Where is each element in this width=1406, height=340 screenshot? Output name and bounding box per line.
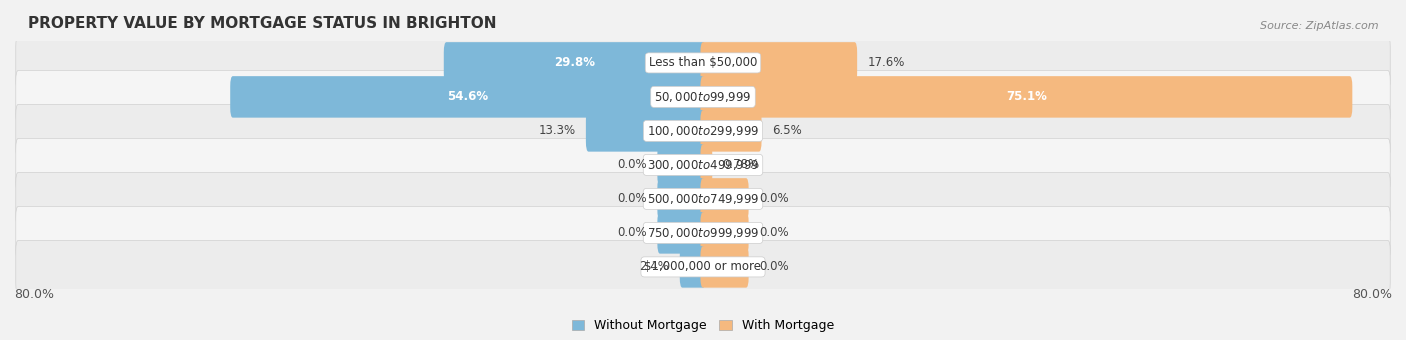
FancyBboxPatch shape	[658, 144, 706, 186]
Text: 2.4%: 2.4%	[640, 260, 669, 273]
Text: $1,000,000 or more: $1,000,000 or more	[644, 260, 762, 273]
Text: 75.1%: 75.1%	[1005, 90, 1047, 103]
FancyBboxPatch shape	[15, 172, 1391, 225]
FancyBboxPatch shape	[658, 178, 706, 220]
Text: 0.0%: 0.0%	[617, 192, 647, 205]
Text: 13.3%: 13.3%	[538, 124, 575, 137]
FancyBboxPatch shape	[15, 36, 1391, 89]
Text: 29.8%: 29.8%	[554, 56, 595, 69]
Text: $750,000 to $999,999: $750,000 to $999,999	[647, 226, 759, 240]
FancyBboxPatch shape	[15, 206, 1391, 259]
Text: 17.6%: 17.6%	[868, 56, 905, 69]
FancyBboxPatch shape	[586, 110, 706, 152]
FancyBboxPatch shape	[679, 246, 706, 288]
Text: 80.0%: 80.0%	[14, 288, 53, 301]
Text: 0.0%: 0.0%	[759, 226, 789, 239]
Text: 80.0%: 80.0%	[1353, 288, 1392, 301]
Text: 0.0%: 0.0%	[759, 192, 789, 205]
Legend: Without Mortgage, With Mortgage: Without Mortgage, With Mortgage	[567, 314, 839, 337]
FancyBboxPatch shape	[700, 42, 858, 84]
FancyBboxPatch shape	[658, 212, 706, 254]
FancyBboxPatch shape	[700, 144, 713, 186]
Text: 0.0%: 0.0%	[759, 260, 789, 273]
FancyBboxPatch shape	[15, 138, 1391, 191]
Text: 54.6%: 54.6%	[447, 90, 488, 103]
FancyBboxPatch shape	[700, 110, 762, 152]
FancyBboxPatch shape	[15, 104, 1391, 157]
Text: $500,000 to $749,999: $500,000 to $749,999	[647, 192, 759, 206]
Text: Source: ZipAtlas.com: Source: ZipAtlas.com	[1260, 21, 1378, 31]
FancyBboxPatch shape	[15, 240, 1391, 293]
FancyBboxPatch shape	[700, 178, 748, 220]
Text: 0.78%: 0.78%	[723, 158, 759, 171]
Text: 6.5%: 6.5%	[772, 124, 801, 137]
Text: $300,000 to $499,999: $300,000 to $499,999	[647, 158, 759, 172]
Text: $50,000 to $99,999: $50,000 to $99,999	[654, 90, 752, 104]
FancyBboxPatch shape	[231, 76, 706, 118]
Text: Less than $50,000: Less than $50,000	[648, 56, 758, 69]
Text: $100,000 to $299,999: $100,000 to $299,999	[647, 124, 759, 138]
FancyBboxPatch shape	[700, 212, 748, 254]
FancyBboxPatch shape	[444, 42, 706, 84]
FancyBboxPatch shape	[700, 76, 1353, 118]
Text: 0.0%: 0.0%	[617, 158, 647, 171]
Text: 0.0%: 0.0%	[617, 226, 647, 239]
FancyBboxPatch shape	[15, 70, 1391, 123]
FancyBboxPatch shape	[700, 246, 748, 288]
Text: PROPERTY VALUE BY MORTGAGE STATUS IN BRIGHTON: PROPERTY VALUE BY MORTGAGE STATUS IN BRI…	[28, 16, 496, 31]
